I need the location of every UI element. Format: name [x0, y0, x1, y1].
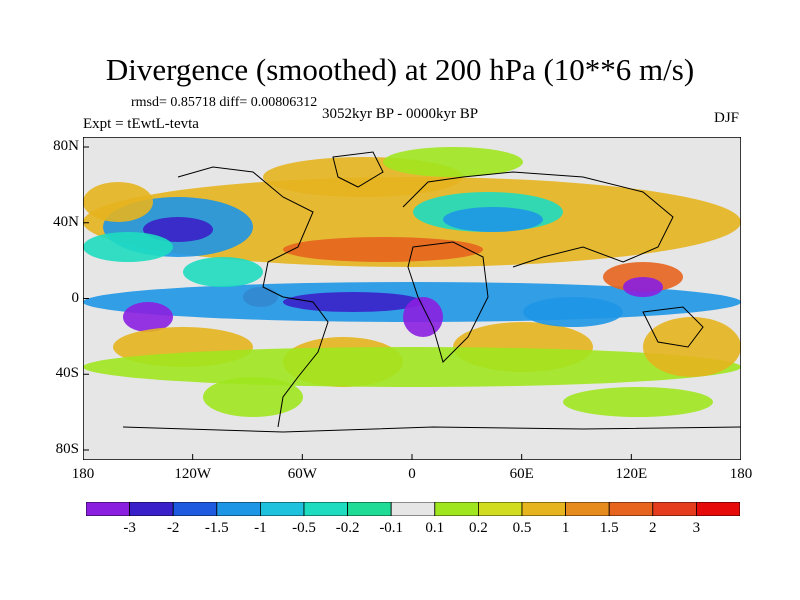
field-blob [83, 182, 153, 222]
longitude-label: 0 [408, 466, 416, 482]
longitude-label: 60E [509, 466, 534, 482]
coastline-segment [122, 426, 741, 433]
field-blob [523, 297, 623, 327]
field-blob [83, 177, 741, 267]
field-blob [563, 387, 713, 417]
colorbar-label: 2 [649, 520, 657, 536]
axis-ticks [83, 146, 741, 460]
divergence-map [83, 137, 741, 460]
colorbar-box [521, 502, 566, 516]
period-label: 3052kyr BP - 0000kyr BP [322, 106, 479, 122]
colorbar-label: -0.2 [335, 520, 360, 536]
coastline-segment [177, 166, 314, 298]
colorbar-label: 0.5 [512, 520, 532, 536]
colorbar-box [259, 502, 305, 516]
coastlines [122, 151, 741, 433]
colorbar-label: -0.5 [292, 520, 316, 536]
colorbar-label: 1 [561, 520, 570, 536]
colorbar-label: -1.5 [204, 520, 229, 536]
field-blob [83, 347, 741, 387]
field-blob [183, 257, 263, 287]
colorbar-box [303, 502, 348, 516]
longitude-label: 120E [615, 466, 648, 482]
colorbar-label: 0.2 [469, 520, 488, 536]
colorbar-box [477, 502, 523, 516]
colorbar-label: -1 [254, 520, 267, 536]
colorbar-box [216, 502, 261, 516]
field-blob [443, 207, 543, 232]
colorbar-box [129, 502, 174, 516]
coastline-segment [277, 296, 329, 428]
longitude-label: 60W [287, 466, 317, 482]
colorbar-box [347, 502, 392, 516]
field-blob [283, 292, 423, 312]
colorbar-box [434, 502, 479, 516]
longitude-label: 180 [729, 466, 753, 482]
colorbar-box [696, 502, 740, 516]
field-blob [123, 302, 173, 332]
colorbar-box [390, 502, 436, 516]
colorbar-box [172, 502, 218, 516]
colorbar-label: 0.1 [425, 520, 445, 536]
field-blob [643, 317, 741, 377]
latitude-label: 80N [53, 138, 79, 154]
field-blob [623, 277, 663, 297]
coastline-segment [642, 306, 704, 348]
colorbar-box [565, 502, 610, 516]
colorbar-label: -2 [166, 520, 180, 536]
longitude-label: 120W [174, 466, 211, 482]
colorbar-label: 3 [692, 520, 701, 536]
experiment-label: Expt = tEwtL-tevta [83, 116, 199, 132]
season-label: DJF [714, 110, 740, 126]
plot-title: Divergence (smoothed) at 200 hPa (10**6 … [105, 52, 695, 87]
colorbar-box [608, 502, 654, 516]
colorbar-label: -3 [123, 520, 136, 536]
coastline-segment [407, 241, 489, 363]
longitude-label: 180 [71, 466, 95, 482]
field-blob [143, 217, 213, 242]
coastline-segment [332, 151, 384, 188]
field-blob [283, 237, 483, 262]
colorbar-box [652, 502, 697, 516]
colorbar-label: -0.1 [379, 520, 404, 536]
latitude-label: 80S [55, 441, 79, 457]
field-blob [83, 232, 173, 262]
colorbar [86, 502, 740, 516]
field-blob [383, 147, 523, 177]
latitude-label: 0 [71, 289, 80, 306]
latitude-label: 40S [55, 365, 79, 382]
colorbar-box [86, 502, 130, 516]
coastline-segment [402, 171, 674, 268]
field-blob [403, 297, 443, 337]
stats-subtitle: rmsd= 0.85718 diff= 0.00806312 [131, 95, 318, 110]
latitude-label: 40N [53, 213, 79, 230]
field-blob [203, 377, 303, 417]
colorbar-label: 1.5 [599, 520, 619, 536]
